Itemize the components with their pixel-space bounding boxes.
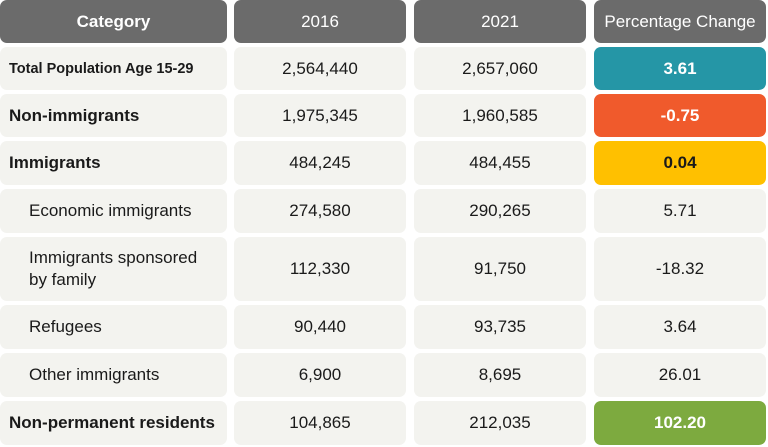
percentage-change-value: 0.04: [594, 141, 766, 185]
row-category-label: Immigrants sponsored by family: [0, 237, 227, 301]
value-2016: 6,900: [234, 353, 406, 397]
percentage-change-value: -0.75: [594, 94, 766, 137]
value-2016: 90,440: [234, 305, 406, 349]
value-2016: 2,564,440: [234, 47, 406, 90]
row-category-label: Immigrants: [0, 141, 227, 185]
value-2021: 8,695: [414, 353, 586, 397]
percentage-change-value: 5.71: [594, 189, 766, 233]
value-2021: 93,735: [414, 305, 586, 349]
row-category-label: Other immigrants: [0, 353, 227, 397]
value-2021: 2,657,060: [414, 47, 586, 90]
row-category-label: Economic immigrants: [0, 189, 227, 233]
row-category-label: Non-immigrants: [0, 94, 227, 137]
value-2021: 290,265: [414, 189, 586, 233]
percentage-change-value: 26.01: [594, 353, 766, 397]
value-2021: 91,750: [414, 237, 586, 301]
value-2016: 484,245: [234, 141, 406, 185]
value-2021: 212,035: [414, 401, 586, 445]
value-2016: 274,580: [234, 189, 406, 233]
row-category-label: Non-permanent residents: [0, 401, 227, 445]
row-category-label: Refugees: [0, 305, 227, 349]
header-2021: 2021: [414, 0, 586, 43]
value-2021: 484,455: [414, 141, 586, 185]
header-2016: 2016: [234, 0, 406, 43]
row-category-label: Total Population Age 15-29: [0, 47, 227, 90]
percentage-change-value: 3.61: [594, 47, 766, 90]
header-percentage-change: Percentage Change: [594, 0, 766, 43]
header-category: Category: [0, 0, 227, 43]
percentage-change-value: 3.64: [594, 305, 766, 349]
value-2016: 112,330: [234, 237, 406, 301]
value-2016: 104,865: [234, 401, 406, 445]
percentage-change-value: 102.20: [594, 401, 766, 445]
value-2021: 1,960,585: [414, 94, 586, 137]
percentage-change-value: -18.32: [594, 237, 766, 301]
value-2016: 1,975,345: [234, 94, 406, 137]
